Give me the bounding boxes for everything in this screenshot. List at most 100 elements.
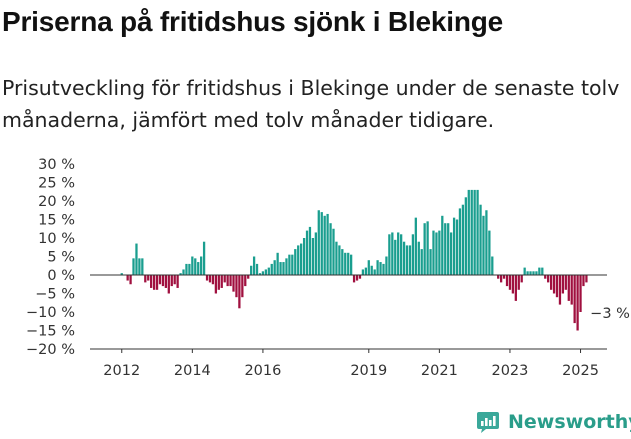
bar (261, 271, 265, 275)
bar (344, 252, 347, 275)
bar (544, 275, 547, 279)
bar (247, 275, 250, 279)
y-tick-label: 20 % (38, 194, 75, 210)
bar (376, 260, 379, 275)
bar (385, 256, 388, 275)
bar (411, 234, 415, 275)
last-value-label: −3 % (590, 306, 630, 322)
bar (388, 234, 391, 275)
bar (529, 271, 532, 275)
bar (358, 275, 362, 279)
bar (241, 275, 244, 298)
bar (414, 217, 417, 275)
bar (432, 230, 435, 275)
bar (223, 275, 226, 283)
bar (282, 262, 285, 275)
bar (329, 223, 332, 275)
bar (347, 252, 350, 275)
bar (532, 271, 535, 275)
y-axis-tick-labels: 30 % 25 % 20 % 15 % 10 % 5 % 0 % −5 % −10 % −15 %… (26, 157, 75, 358)
bar (485, 210, 488, 275)
bar (573, 275, 576, 324)
bar (350, 254, 353, 275)
bar (314, 232, 317, 275)
bar (229, 275, 232, 287)
bar (144, 275, 147, 283)
bar (226, 275, 229, 287)
bar (311, 238, 315, 275)
newsworthy-logo-icon (477, 412, 499, 433)
bar (279, 262, 282, 275)
bar (452, 217, 456, 275)
bar (370, 265, 373, 275)
bar (567, 275, 570, 301)
brand-name: Newsworthy (508, 411, 631, 433)
y-tick-label: −15 % (26, 324, 75, 340)
bar (150, 275, 153, 288)
bar (394, 239, 397, 275)
bar (291, 254, 294, 275)
bar (526, 271, 529, 275)
bar (355, 275, 359, 281)
bar (564, 275, 567, 290)
bar (488, 230, 491, 275)
bar (426, 221, 429, 275)
bar (220, 275, 223, 288)
bar (323, 215, 326, 275)
bar (167, 275, 170, 294)
bar (361, 269, 365, 275)
bar (467, 189, 470, 275)
bar (420, 249, 423, 275)
bar (170, 275, 173, 287)
bar (302, 238, 306, 275)
bar (541, 267, 544, 275)
bar-series (120, 189, 588, 331)
bar (444, 223, 447, 275)
x-tick-label: 2014 (174, 363, 211, 379)
bar (200, 256, 203, 275)
bar (288, 254, 291, 275)
bar (570, 275, 573, 305)
bar (326, 213, 329, 275)
x-tick-label: 2016 (244, 363, 281, 379)
x-tick-label: 2012 (103, 363, 140, 379)
bar (417, 241, 420, 275)
bar (373, 269, 376, 275)
bar (276, 252, 279, 275)
bar (400, 234, 403, 275)
bar (244, 275, 247, 287)
bar (429, 249, 432, 275)
bar (579, 275, 582, 312)
bar (238, 275, 241, 309)
bar (232, 275, 235, 292)
bar (364, 267, 367, 275)
bar (555, 275, 559, 298)
bar (558, 275, 562, 305)
bar (320, 212, 323, 275)
bar (435, 232, 438, 275)
newsworthy-brand: Newsworthy (476, 408, 631, 436)
bar (270, 263, 273, 275)
bar (217, 275, 220, 290)
bar (408, 245, 412, 275)
bar (176, 275, 179, 288)
bar (141, 258, 144, 275)
bar (547, 275, 550, 283)
bar (473, 189, 476, 275)
bar (508, 275, 512, 290)
bar (479, 204, 482, 275)
bar (470, 189, 473, 275)
y-tick-label: −5 % (35, 287, 75, 303)
y-tick-label: 10 % (38, 231, 75, 247)
bar (305, 230, 309, 275)
bar (391, 232, 394, 275)
y-tick-label: −20 % (26, 342, 75, 358)
bar (164, 275, 168, 288)
bar (211, 275, 215, 285)
bar (461, 204, 465, 275)
bar (367, 260, 370, 275)
bar (173, 275, 176, 285)
bar (397, 232, 400, 275)
bar (297, 245, 300, 275)
bar (585, 275, 588, 283)
